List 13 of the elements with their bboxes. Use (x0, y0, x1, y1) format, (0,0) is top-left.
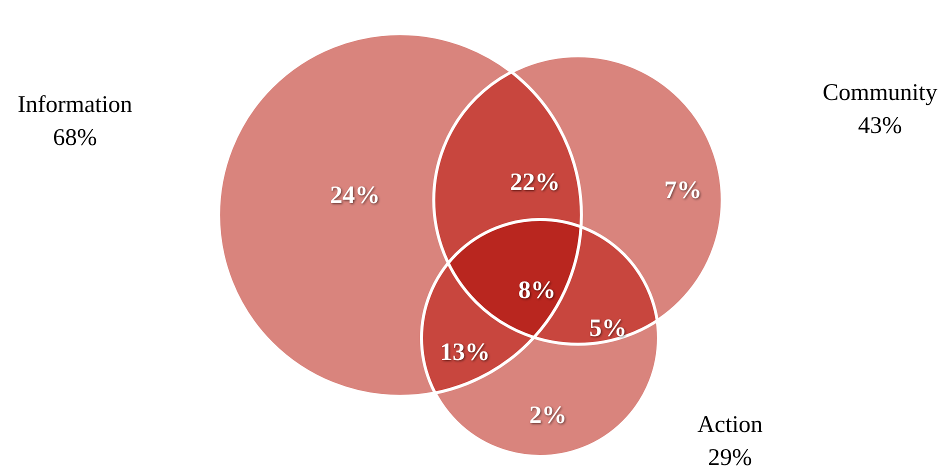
text: 24% (330, 182, 380, 209)
category-label: Community (822, 80, 938, 106)
data-label: 29% (708, 445, 752, 471)
text: 8% (518, 277, 556, 304)
data-label: 43% (858, 113, 902, 139)
text: 13% (440, 339, 490, 366)
text: 2% (529, 402, 567, 429)
data-label: 68% (53, 125, 97, 151)
text: 22% (510, 169, 560, 196)
category-label: Information (18, 92, 132, 118)
text: 7% (664, 177, 702, 204)
text: 5% (589, 315, 627, 342)
category-label: Action (697, 412, 763, 438)
